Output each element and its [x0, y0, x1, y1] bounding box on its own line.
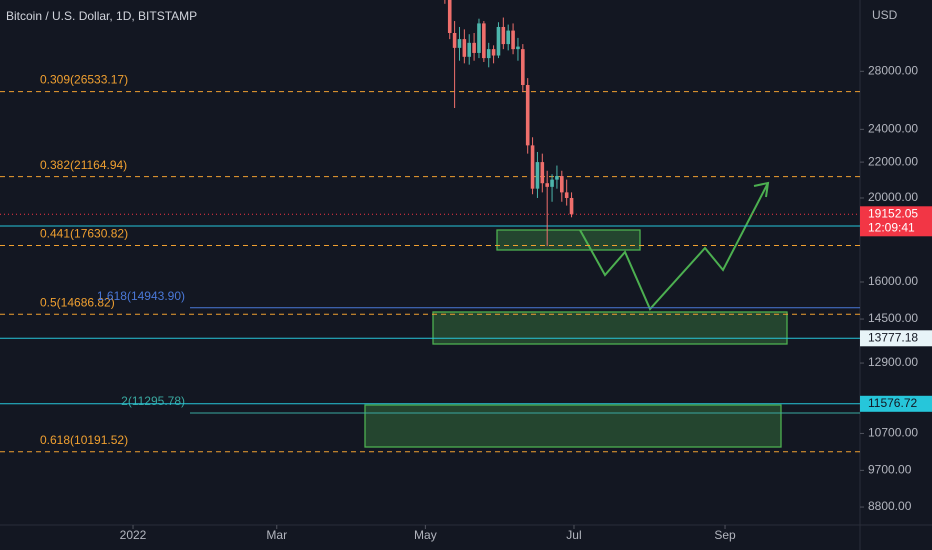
ext-level-label: 2(11295.78) [121, 394, 185, 408]
price-tag [860, 395, 932, 412]
fib-level-label: 0.5(14686.82) [40, 295, 115, 309]
candle-body [452, 32, 457, 48]
candle-body [535, 162, 540, 189]
price-tag-label: 11576.72 [868, 396, 917, 410]
candle-body [560, 176, 564, 193]
y-tick-label: 20000.00 [868, 190, 918, 204]
currency: USD [872, 8, 898, 22]
countdown: 12:09:41 [868, 220, 915, 234]
y-tick-label: 14500.00 [868, 311, 918, 325]
y-tick-label: 12900.00 [868, 355, 918, 369]
candle-body [555, 176, 559, 180]
price-tag [860, 330, 932, 347]
candle-body [525, 85, 530, 146]
y-tick-label: 10700.00 [868, 426, 918, 440]
y-tick-label: 16000.00 [868, 274, 918, 288]
price-tag-label: 13777.18 [868, 330, 918, 344]
y-tick-label: 22000.00 [868, 154, 918, 168]
candle-body [530, 145, 535, 189]
candle-body [564, 192, 569, 198]
candle-body [516, 46, 520, 50]
zone [364, 404, 782, 448]
x-tick-label: Sep [714, 528, 736, 542]
candle-body [506, 30, 511, 45]
candle-body [540, 162, 545, 184]
x-tick-label: Mar [266, 528, 287, 542]
candle-body [501, 26, 506, 45]
candle-body [521, 49, 525, 86]
zone [432, 311, 788, 345]
candle-body [491, 49, 496, 56]
drawings [364, 181, 788, 448]
last-price-tag [860, 206, 932, 237]
chart-title: Bitcoin / U.S. Dollar, 1D, BITSTAMP [6, 9, 197, 23]
candle-body [569, 197, 574, 215]
candle-body [496, 26, 501, 56]
candle-body [462, 39, 467, 57]
y-tick-label: 24000.00 [868, 122, 918, 136]
x-tick-label: Jul [566, 528, 581, 542]
x-tick-label: 2022 [120, 528, 147, 542]
zone [496, 229, 641, 251]
projection-path [579, 182, 769, 311]
candle-body [457, 39, 462, 48]
candle-body [477, 23, 481, 53]
candle-body [482, 23, 486, 59]
candle-body [467, 42, 472, 57]
x-tick-label: May [414, 528, 437, 542]
fib-level-label: 0.618(10191.52) [40, 433, 128, 447]
fib-level-label: 0.382(21164.94) [40, 158, 127, 172]
arrow-head [753, 181, 770, 198]
candle-body [486, 49, 491, 59]
fib-level-label: 0.309(26533.17) [40, 73, 128, 87]
y-tick-label: 8800.00 [868, 499, 912, 513]
candle-body [472, 42, 476, 53]
fib-level-label: 0.441(17630.82) [40, 227, 128, 241]
candle-body [550, 179, 554, 187]
y-tick-label: 9700.00 [868, 463, 912, 477]
y-tick-label: 28000.00 [868, 63, 918, 77]
last-price-label: 19152.05 [868, 206, 918, 220]
candle-body [511, 30, 515, 50]
ext-level-label: 1.618(14943.90) [97, 289, 185, 303]
candle-body [447, 0, 452, 33]
candle-body [545, 183, 549, 187]
